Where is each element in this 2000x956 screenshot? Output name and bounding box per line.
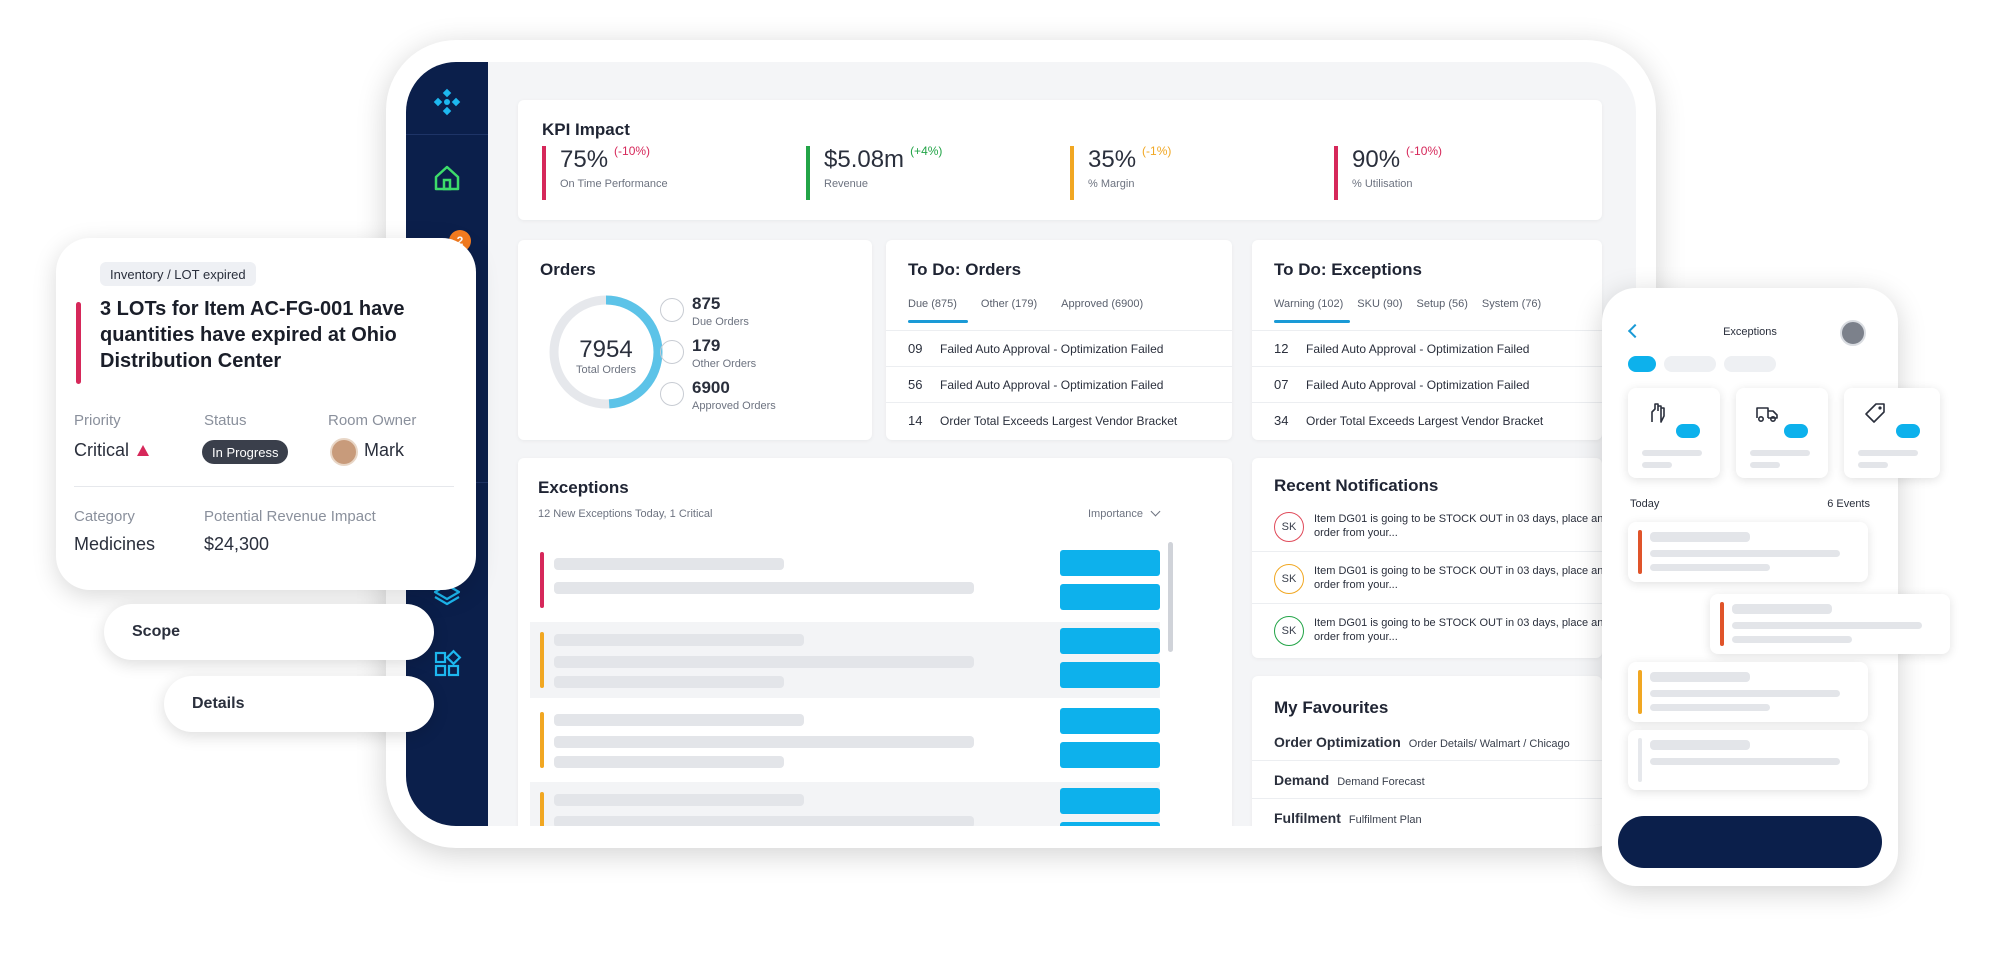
phone-title: Exceptions — [1723, 326, 1777, 338]
todo-exceptions-tabs: Warning (102) SKU (90) Setup (56) System… — [1274, 298, 1541, 310]
favourite-item[interactable]: Fulfilment Fulfilment Plan — [1274, 810, 1422, 826]
category-value: Medicines — [74, 534, 156, 554]
filter-chip[interactable] — [1664, 356, 1716, 372]
logo-icon[interactable] — [427, 82, 467, 122]
scope-card[interactable]: Scope — [104, 604, 434, 660]
status-badge: In Progress — [202, 440, 289, 464]
category-tile[interactable] — [1844, 388, 1940, 478]
notifications-title: Recent Notifications — [1274, 476, 1439, 495]
tab-due[interactable]: Due (875) — [908, 298, 957, 310]
favourite-item[interactable]: Demand Demand Forecast — [1274, 772, 1425, 788]
exceptions-card: Exceptions 12 New Exceptions Today, 1 Cr… — [518, 458, 1232, 826]
orders-title: Orders — [540, 260, 596, 279]
exceptions-subtitle: 12 New Exceptions Today, 1 Critical — [538, 508, 713, 520]
action-button[interactable] — [1060, 662, 1160, 688]
favourite-item[interactable]: Order Optimization Order Details/ Walmart… — [1274, 734, 1570, 750]
kpi-utilisation[interactable]: 90% (-10%) % Utilisation — [1334, 144, 1442, 200]
active-tab-indicator — [908, 320, 968, 323]
event-count: 6 Events — [1827, 498, 1870, 510]
active-tab-indicator — [1274, 320, 1350, 323]
action-button[interactable] — [1060, 788, 1160, 814]
todo-orders-card: To Do: Orders Due (875) Other (179) Appr… — [886, 240, 1232, 440]
event-item[interactable] — [1628, 522, 1868, 582]
home-icon[interactable] — [427, 158, 467, 198]
details-card[interactable]: Details — [164, 676, 434, 732]
chevron-down-icon — [1150, 506, 1161, 517]
phone-frame: Exceptions Today 6 Events — [1602, 288, 1950, 886]
action-button[interactable] — [1060, 822, 1160, 826]
todo-orders-title: To Do: Orders — [908, 260, 1022, 279]
todo-exceptions-title: To Do: Exceptions — [1274, 260, 1422, 279]
tab-sku[interactable]: SKU (90) — [1357, 298, 1403, 310]
section-label: Today — [1630, 498, 1660, 510]
avatar: SK — [1274, 512, 1304, 542]
todo-row[interactable]: 09 Failed Auto Approval - Optimization Fa… — [886, 330, 1232, 366]
notification-item[interactable]: SK Item DG01 is going to be STOCK OUT in… — [1252, 552, 1610, 604]
todo-row[interactable]: 07 Failed Auto Approval - Optimization Fa… — [1252, 366, 1602, 402]
exception-row[interactable] — [530, 542, 1160, 618]
avatar: SK — [1274, 616, 1304, 646]
orders-total-label: Total Orders — [576, 364, 636, 376]
apps-icon[interactable] — [427, 644, 467, 684]
priority-accent — [76, 302, 81, 384]
favourites-title: My Favourites — [1274, 698, 1389, 717]
priority-value: Critical — [74, 440, 150, 461]
dashboard-screen: 2 2 KPI Impact 75%(-10%) On Time Perform… — [406, 62, 1636, 826]
avatar[interactable] — [1840, 320, 1866, 346]
notification-item[interactable]: SK Item DG01 is going to be STOCK OUT in… — [1252, 604, 1610, 656]
warning-icon — [137, 445, 150, 456]
orders-card: Orders 7954 Total Orders 875 Due Orders 1… — [518, 240, 872, 440]
orders-donut[interactable] — [546, 292, 666, 412]
action-button[interactable] — [1060, 584, 1160, 610]
notification-item[interactable]: SK Item DG01 is going to be STOCK OUT in… — [1252, 500, 1610, 552]
category-tile[interactable] — [1736, 388, 1828, 478]
avatar — [330, 438, 358, 466]
event-item[interactable] — [1628, 730, 1868, 790]
tab-setup[interactable]: Setup (56) — [1416, 298, 1468, 310]
event-item[interactable] — [1628, 662, 1868, 722]
tab-warning[interactable]: Warning (102) — [1274, 298, 1344, 310]
action-button[interactable] — [1060, 550, 1160, 576]
category-tile[interactable] — [1628, 388, 1720, 478]
exceptions-title: Exceptions — [538, 478, 629, 497]
primary-action-button[interactable] — [1618, 816, 1882, 868]
action-button[interactable] — [1060, 708, 1160, 734]
favourites-card: My Favourites Order Optimization Order De… — [1252, 676, 1602, 826]
action-button[interactable] — [1060, 742, 1160, 768]
exception-title: 3 LOTs for Item AC-FG-001 have quantitie… — [100, 298, 405, 372]
kpi-card: KPI Impact 75% (-10%) On Time Performance… — [518, 100, 1602, 220]
exception-row[interactable] — [530, 702, 1160, 778]
kpi-revenue[interactable]: $5.08m (+4%) Revenue — [806, 144, 942, 200]
exception-row[interactable] — [530, 782, 1160, 826]
filter-chip[interactable] — [1724, 356, 1776, 372]
kpi-title: KPI Impact — [542, 120, 630, 139]
todo-row[interactable]: 14 Order Total Exceeds Largest Vendor Bra… — [886, 402, 1232, 438]
tab-approved[interactable]: Approved (6900) — [1061, 298, 1144, 310]
kpi-on-time[interactable]: 75% (-10%) On Time Performance — [542, 144, 668, 200]
kpi-margin[interactable]: 35% (-1%) % Margin — [1070, 144, 1171, 200]
event-item[interactable] — [1710, 594, 1950, 654]
category-tag: Inventory / LOT expired — [100, 262, 256, 286]
notifications-card: Recent Notifications SK Item DG01 is goi… — [1252, 458, 1610, 658]
scrollbar[interactable] — [1168, 542, 1173, 652]
exception-detail-card[interactable]: Inventory / LOT expired 3 LOTs for Item … — [56, 238, 476, 590]
todo-orders-tabs: Due (875) Other (179) Approved (6900) — [908, 298, 1143, 310]
hand-icon — [1651, 403, 1665, 423]
tab-other[interactable]: Other (179) — [980, 298, 1038, 310]
todo-row[interactable]: 34 Order Total Exceeds Largest Vendor Bra… — [1252, 402, 1602, 438]
revenue-impact-value: $24,300 — [204, 534, 270, 554]
orders-total: 7954 — [579, 336, 633, 363]
tab-system[interactable]: System (76) — [1481, 298, 1542, 310]
sort-dropdown[interactable]: Importance — [1088, 506, 1161, 520]
tag-icon — [1865, 403, 1885, 423]
action-button[interactable] — [1060, 628, 1160, 654]
exception-row[interactable] — [530, 622, 1160, 698]
todo-row[interactable]: 56 Failed Auto Approval - Optimization Fa… — [886, 366, 1232, 402]
delivery-icon — [1756, 407, 1778, 422]
avatar: SK — [1274, 564, 1304, 594]
filter-chip[interactable] — [1628, 356, 1656, 372]
todo-exceptions-card: To Do: Exceptions Warning (102) SKU (90)… — [1252, 240, 1602, 440]
todo-row[interactable]: 12 Failed Auto Approval - Optimization Fa… — [1252, 330, 1602, 366]
